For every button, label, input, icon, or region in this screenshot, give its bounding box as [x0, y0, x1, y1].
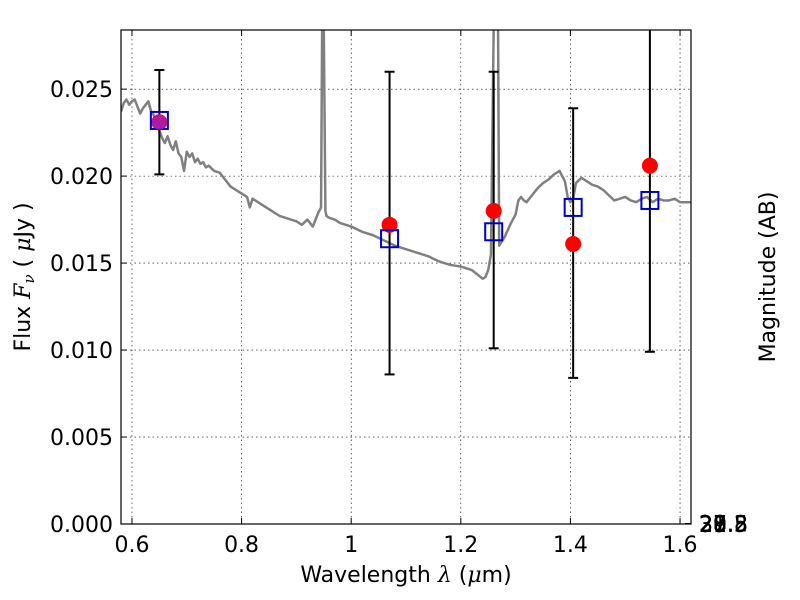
x-axis-units-close: m) [482, 563, 512, 588]
y2-tick-label: 28.2 [699, 513, 748, 538]
observed-point [485, 202, 502, 219]
x-axis-label-text: Wavelength [300, 563, 438, 588]
overlap-point [151, 114, 167, 130]
spectrum-line [121, 30, 691, 280]
y-axis-units-open: ( [11, 252, 36, 275]
x-tick-label: 0.6 [114, 533, 149, 558]
model-square [380, 229, 400, 249]
model-square [484, 222, 504, 242]
y-axis-label-text: Flux [11, 299, 36, 352]
y-tick-label: 0.005 [50, 426, 113, 451]
plot-background [121, 30, 691, 524]
x-axis-label: Wavelength λ (μm) [300, 563, 511, 588]
x-axis-lambda: λ [437, 563, 452, 588]
observed-point [381, 216, 398, 233]
model-square [563, 197, 583, 217]
y2-tick-label: 29.5 [699, 513, 748, 538]
x-axis-units-open: ( [452, 563, 468, 588]
secondary-y-axis-label: Magnitude (AB) [756, 192, 781, 363]
x-tick-label: 1.4 [553, 533, 588, 558]
y2-tick-label: 28 [699, 513, 727, 538]
y-axis-mu: μ [11, 238, 36, 252]
y2-tick-label: 30 [699, 513, 727, 538]
y-tick-label: 0.015 [50, 252, 113, 277]
y-axis-units-close: Jy ) [11, 202, 36, 239]
x-tick-label: 0.8 [224, 533, 259, 558]
y-tick-label: 0.000 [50, 513, 113, 538]
y-axis-nu: ν [20, 274, 38, 283]
plot-frame [120, 29, 692, 525]
x-axis-mu: μ [467, 563, 481, 588]
y2-tick-label: 27.8 [699, 513, 748, 538]
x-tick-label: 1.2 [443, 533, 478, 558]
y2-tick-label: 29 [699, 513, 727, 538]
chart-marks [121, 30, 691, 379]
observed-point [641, 157, 658, 174]
x-tick-label: 1 [344, 533, 358, 558]
y-tick-label: 0.010 [50, 339, 113, 364]
y-tick-label: 0.020 [50, 165, 113, 190]
y-axis-F: F [11, 283, 36, 300]
ticks: 0.6 0.8 1 1.2 1.4 1.6 0.000 0.005 0.010 0.015 0.02… [50, 30, 748, 558]
y2-tick-label: 28.5 [699, 513, 748, 538]
x-tick-label: 1.6 [663, 533, 698, 558]
y-tick-label: 0.025 [50, 78, 113, 103]
observed-point [565, 235, 582, 252]
model-square [640, 190, 660, 210]
y2-tick-label: 31 [699, 513, 727, 538]
y-axis-label: Flux Fν ( μJy ) [11, 202, 38, 351]
